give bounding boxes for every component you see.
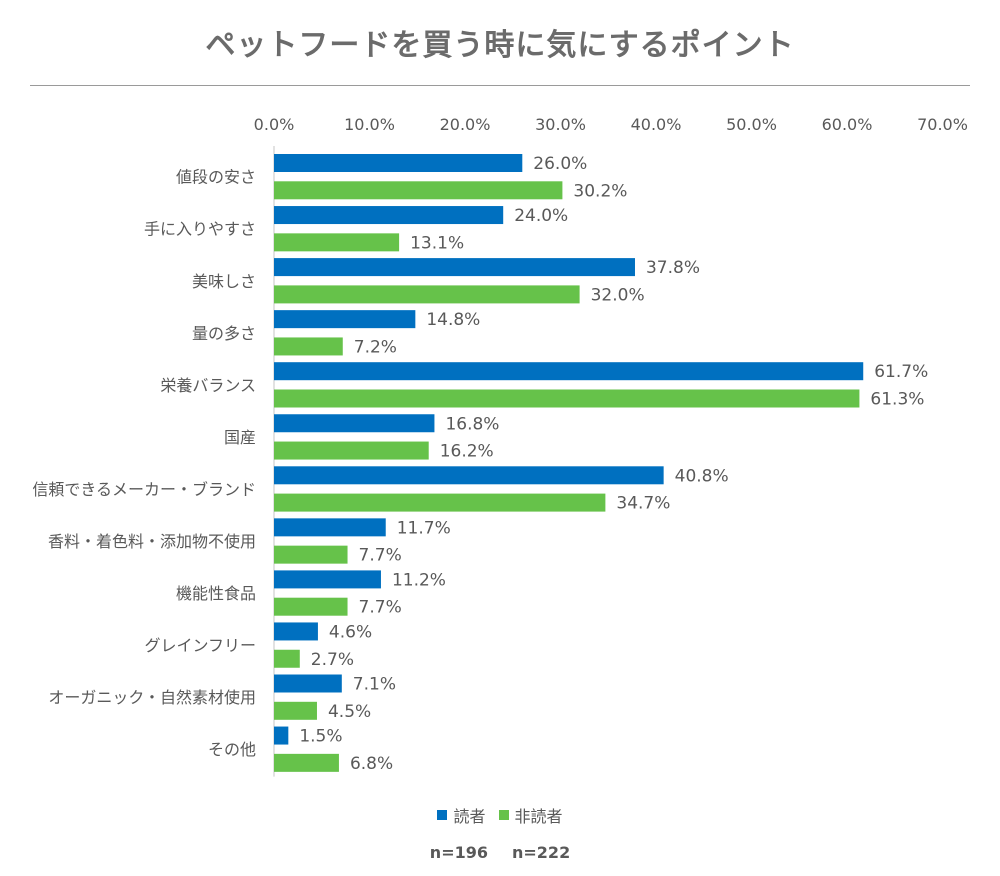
- category-label: オーガニック・自然素材使用: [48, 688, 256, 707]
- category-label: 機能性食品: [176, 584, 256, 603]
- bar-non-readers: [274, 493, 606, 512]
- data-label-non-readers: 7.7%: [359, 598, 402, 618]
- sample-size-non-readers: n=222: [512, 843, 571, 862]
- data-label-non-readers: 7.7%: [359, 546, 402, 566]
- data-label-non-readers: 4.5%: [328, 702, 371, 722]
- bar-non-readers: [274, 233, 400, 252]
- data-label-non-readers: 16.2%: [440, 442, 494, 462]
- legend-label-non-readers: 非読者: [514, 807, 563, 826]
- bar-non-readers: [274, 701, 317, 720]
- data-label-readers: 40.8%: [675, 466, 729, 486]
- data-label-readers: 1.5%: [299, 727, 342, 747]
- bar-non-readers: [274, 545, 348, 564]
- bar-readers: [274, 466, 664, 485]
- legend-item-readers: 読者: [437, 803, 485, 827]
- bar-readers: [274, 414, 435, 433]
- legend-label-readers: 読者: [453, 807, 486, 826]
- category-label: 栄養バランス: [160, 376, 256, 395]
- x-tick-label: 0.0%: [254, 115, 295, 134]
- legend-swatch-non-readers: [498, 810, 509, 820]
- category-label: その他: [208, 740, 256, 759]
- data-label-non-readers: 34.7%: [616, 494, 670, 514]
- category-label: 値段の安さ: [176, 168, 256, 187]
- bar-readers: [274, 570, 381, 589]
- legend: 読者 非読者: [0, 803, 1000, 827]
- bar-readers: [274, 674, 342, 693]
- bar-non-readers: [274, 753, 339, 772]
- category-label: 香料・着色料・添加物不使用: [48, 532, 256, 551]
- x-tick-label: 70.0%: [917, 115, 968, 134]
- bar-non-readers: [274, 389, 860, 408]
- category-label: 美味しさ: [192, 272, 256, 291]
- x-tick-label: 60.0%: [822, 115, 873, 134]
- data-label-non-readers: 32.0%: [591, 285, 645, 305]
- bar-readers: [274, 726, 289, 745]
- bar-readers: [274, 518, 386, 537]
- data-label-non-readers: 2.7%: [311, 650, 354, 670]
- data-label-non-readers: 7.2%: [354, 337, 397, 357]
- data-label-readers: 4.6%: [329, 622, 372, 642]
- category-label: 量の多さ: [192, 324, 256, 343]
- bar-non-readers: [274, 337, 343, 356]
- bar-readers: [274, 154, 523, 172]
- data-label-non-readers: 30.2%: [573, 181, 627, 201]
- data-label-readers: 14.8%: [426, 310, 480, 330]
- x-tick-label: 50.0%: [726, 115, 777, 134]
- data-label-readers: 61.7%: [874, 362, 928, 382]
- data-label-readers: 26.0%: [533, 154, 587, 174]
- category-label: 信頼できるメーカー・ブランド: [32, 480, 256, 499]
- legend-swatch-readers: [437, 810, 448, 820]
- data-label-readers: 16.8%: [445, 414, 499, 434]
- bar-non-readers: [274, 285, 580, 304]
- category-label: グレインフリー: [144, 636, 256, 655]
- bar-readers: [274, 362, 864, 381]
- data-label-readers: 11.7%: [397, 518, 451, 538]
- bar-readers: [274, 206, 504, 225]
- category-label: 国産: [224, 428, 256, 447]
- bar-readers: [274, 310, 416, 329]
- x-tick-label: 40.0%: [631, 115, 682, 134]
- data-label-non-readers: 61.3%: [870, 390, 924, 410]
- sample-size-note: n=196 n=222: [0, 843, 1000, 862]
- bar-non-readers: [274, 441, 429, 460]
- bar-non-readers: [274, 649, 300, 668]
- title-divider: [30, 85, 970, 86]
- data-label-non-readers: 6.8%: [350, 754, 393, 774]
- data-label-readers: 37.8%: [646, 258, 700, 278]
- category-label: 手に入りやすさ: [144, 220, 256, 239]
- x-tick-label: 20.0%: [440, 115, 491, 134]
- x-tick-label: 10.0%: [344, 115, 395, 134]
- bar-readers: [274, 258, 635, 277]
- sample-size-readers: n=196: [429, 843, 488, 862]
- bar-chart: 0.0% 10.0% 20.0% 30.0% 40.0% 50.0% 60.0% 70.0% 値…: [32, 115, 968, 777]
- data-label-readers: 7.1%: [353, 675, 396, 695]
- data-label-non-readers: 13.1%: [410, 233, 464, 253]
- legend-item-non-readers: 非読者: [498, 803, 563, 827]
- chart-title: ペットフードを買う時に気にするポイント: [205, 28, 795, 63]
- bar-non-readers: [274, 597, 348, 616]
- bar-readers: [274, 622, 318, 641]
- data-label-readers: 11.2%: [392, 570, 446, 590]
- x-tick-label: 30.0%: [535, 115, 586, 134]
- bar-non-readers: [274, 181, 563, 200]
- data-label-readers: 24.0%: [514, 206, 568, 226]
